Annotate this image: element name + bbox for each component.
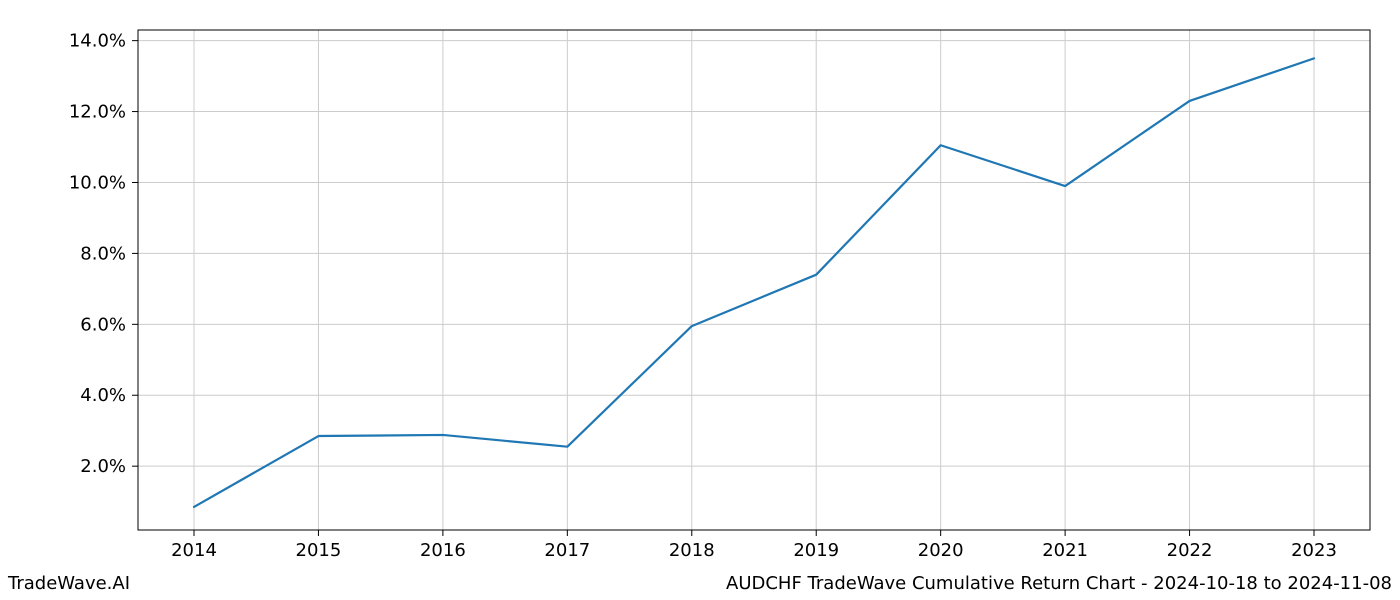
footer-left-text: TradeWave.AI (8, 573, 130, 594)
line-chart: 2014 2015 2016 2017 2018 2019 2020 2021 2022 2023… (0, 0, 1400, 600)
x-tick-label: 2021 (1042, 540, 1088, 561)
y-tick-label: 10.0% (69, 172, 126, 193)
x-tick-label: 2020 (918, 540, 964, 561)
y-tick-label: 14.0% (69, 31, 126, 52)
y-tick-label: 2.0% (80, 456, 126, 477)
x-tick-label: 2018 (669, 540, 715, 561)
y-tick-label: 4.0% (80, 385, 126, 406)
x-tick-label: 2016 (420, 540, 466, 561)
x-tick-label: 2014 (171, 540, 217, 561)
x-tick-label: 2019 (793, 540, 839, 561)
footer-right-text: AUDCHF TradeWave Cumulative Return Chart… (726, 573, 1392, 594)
chart-container: 2014 2015 2016 2017 2018 2019 2020 2021 2022 2023… (0, 0, 1400, 600)
x-tick-label: 2015 (296, 540, 342, 561)
x-tick-label: 2023 (1291, 540, 1337, 561)
y-tick-label: 8.0% (80, 243, 126, 264)
y-tick-label: 12.0% (69, 102, 126, 123)
x-tick-label: 2017 (544, 540, 590, 561)
y-tick-label: 6.0% (80, 314, 126, 335)
x-tick-label: 2022 (1167, 540, 1213, 561)
